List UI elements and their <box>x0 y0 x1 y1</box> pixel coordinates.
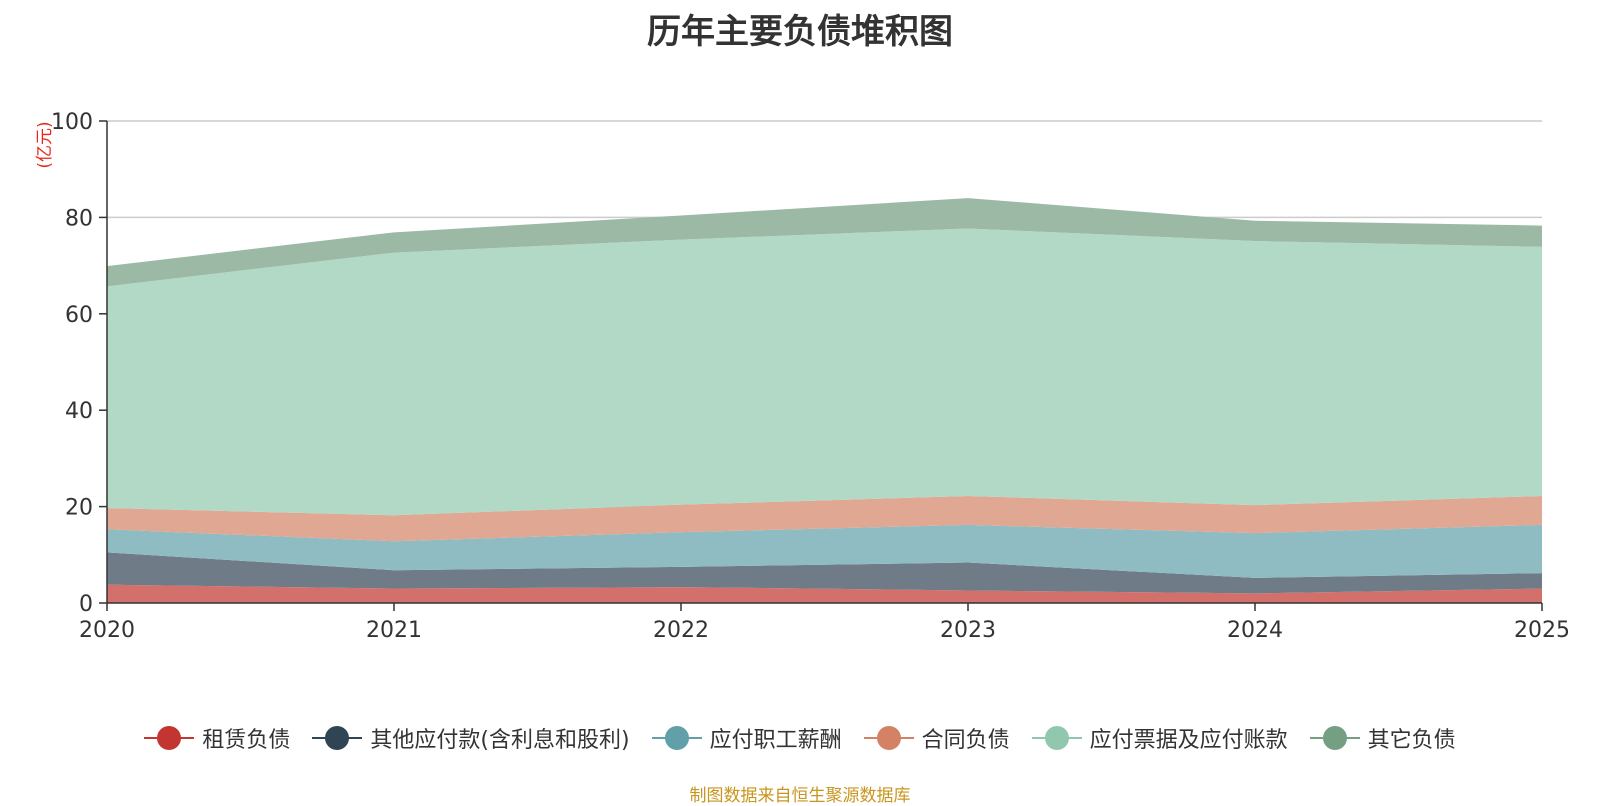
y-tick-label-0: 0 <box>79 592 93 617</box>
legend-item-0[interactable]: 租赁负债 <box>144 722 290 754</box>
area-series-4[interactable] <box>107 228 1542 515</box>
legend-label: 其它负债 <box>1368 722 1456 754</box>
legend-item-3[interactable]: 合同负债 <box>864 722 1010 754</box>
y-unit-label: (亿元) <box>35 121 55 168</box>
legend-swatch-icon <box>1310 725 1360 751</box>
legend-swatch-icon <box>144 725 194 751</box>
y-tick-label-5: 100 <box>51 110 93 135</box>
x-tick-label-0: 2020 <box>79 618 135 643</box>
y-tick-label-4: 80 <box>65 206 93 231</box>
stacked-areas <box>107 198 1542 603</box>
legend-swatch-icon <box>652 725 702 751</box>
y-tick-label-1: 20 <box>65 496 93 521</box>
legend-item-5[interactable]: 其它负债 <box>1310 722 1456 754</box>
x-tick-label-4: 2024 <box>1227 618 1283 643</box>
source-note: 制图数据来自恒生聚源数据库 <box>0 781 1600 806</box>
y-tick-label-3: 60 <box>65 303 93 328</box>
legend-label: 应付职工薪酬 <box>710 722 842 754</box>
legend-label: 合同负债 <box>922 722 1010 754</box>
legend-label: 应付票据及应付账款 <box>1090 722 1288 754</box>
legend-swatch-icon <box>864 725 914 751</box>
x-tick-label-5: 2025 <box>1514 618 1570 643</box>
legend-swatch-icon <box>312 725 362 751</box>
legend: 租赁负债 其他应付款(含利息和股利) 应付职工薪酬 合同负债 应付票据及应付账款 其它负债 <box>0 722 1600 754</box>
legend-item-4[interactable]: 应付票据及应付账款 <box>1032 722 1288 754</box>
y-tick-label-2: 40 <box>65 399 93 424</box>
legend-item-2[interactable]: 应付职工薪酬 <box>652 722 842 754</box>
x-tick-label-1: 2021 <box>366 618 422 643</box>
legend-label: 其他应付款(含利息和股利) <box>370 722 629 754</box>
legend-label: 租赁负债 <box>202 722 290 754</box>
x-tick-label-3: 2023 <box>940 618 996 643</box>
legend-item-1[interactable]: 其他应付款(含利息和股利) <box>312 722 629 754</box>
x-tick-label-2: 2022 <box>653 618 709 643</box>
legend-swatch-icon <box>1032 725 1082 751</box>
